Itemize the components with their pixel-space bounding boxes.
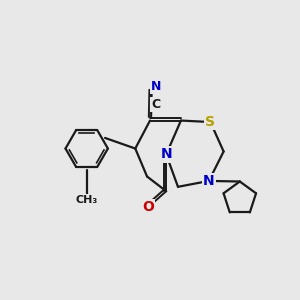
Text: O: O	[142, 200, 154, 214]
Text: CH₃: CH₃	[76, 195, 98, 205]
Text: N: N	[203, 174, 215, 188]
Text: N: N	[151, 80, 161, 93]
Text: N: N	[160, 147, 172, 161]
Text: S: S	[206, 115, 215, 129]
Text: C: C	[151, 98, 160, 111]
